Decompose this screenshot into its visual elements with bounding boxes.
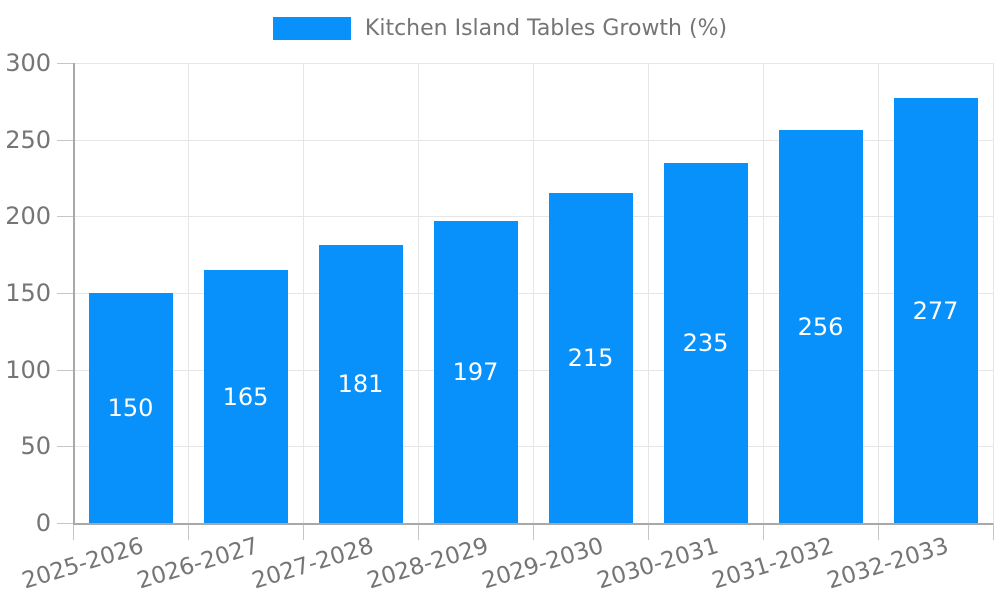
x-tick — [763, 523, 764, 540]
x-gridline — [648, 63, 649, 523]
bar[interactable]: 197 — [433, 220, 518, 523]
y-tick — [57, 63, 73, 64]
x-gridline — [533, 63, 534, 523]
bar[interactable]: 256 — [778, 130, 863, 523]
y-axis-label: 300 — [5, 49, 51, 77]
x-axis-line — [73, 523, 993, 525]
x-gridline — [188, 63, 189, 523]
bar-value-label: 181 — [337, 370, 384, 399]
x-gridline — [878, 63, 879, 523]
y-axis-label: 250 — [5, 125, 51, 154]
x-tick — [993, 523, 994, 540]
x-tick — [303, 523, 304, 540]
y-axis-line — [73, 63, 75, 525]
bar[interactable]: 165 — [203, 270, 288, 523]
chart-legend[interactable]: Kitchen Island Tables Growth (%) — [0, 16, 1000, 41]
y-tick — [57, 446, 73, 448]
y-tick — [57, 139, 73, 141]
y-tick — [57, 523, 73, 524]
bar-value-label: 197 — [452, 357, 499, 386]
x-gridline — [993, 63, 994, 523]
y-tick — [57, 293, 73, 294]
bar[interactable]: 181 — [318, 245, 403, 523]
x-tick — [878, 523, 879, 540]
bar-value-label: 150 — [107, 394, 154, 422]
y-axis-label: 200 — [5, 202, 51, 231]
bar[interactable]: 235 — [663, 162, 748, 523]
bar[interactable]: 277 — [893, 98, 978, 523]
bar[interactable]: 215 — [548, 193, 633, 523]
x-tick — [188, 523, 189, 540]
bar-value-label: 235 — [682, 328, 729, 357]
legend-swatch — [272, 17, 351, 40]
y-axis-label: 50 — [20, 432, 51, 461]
legend-label: Kitchen Island Tables Growth (%) — [364, 16, 728, 41]
x-gridline — [763, 63, 764, 523]
y-tick — [57, 369, 73, 371]
y-axis-label: 0 — [35, 509, 51, 537]
x-tick — [73, 523, 74, 540]
x-gridline — [418, 63, 419, 523]
x-tick — [533, 523, 534, 540]
x-tick — [648, 523, 649, 540]
x-gridline — [303, 63, 304, 523]
y-tick — [57, 216, 73, 218]
bar-value-label: 215 — [567, 344, 614, 373]
x-tick — [418, 523, 419, 540]
y-axis-label: 150 — [5, 279, 51, 307]
bar-value-label: 256 — [797, 312, 844, 341]
y-axis-label: 100 — [5, 355, 51, 384]
bar[interactable]: 150 — [88, 293, 173, 523]
bar-value-label: 165 — [222, 382, 269, 411]
bar-value-label: 277 — [912, 296, 959, 325]
